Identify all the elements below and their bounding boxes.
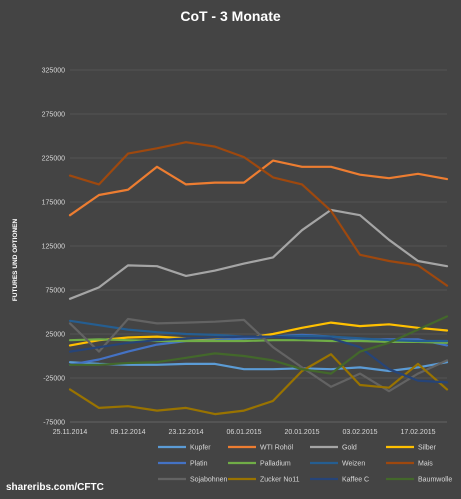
series-line-gold [68, 208, 449, 300]
series-line-kaffee-c [68, 335, 449, 384]
y-tick-label: 25000 [46, 332, 66, 339]
legend-label: Palladium [260, 461, 291, 468]
y-tick-label: -25000 [43, 376, 65, 383]
x-tick-label: 03.02.2015 [342, 429, 377, 436]
x-tick-label: 25.11.2014 [53, 429, 88, 436]
legend-label: Kaffee C [342, 477, 369, 484]
legend-label: Zucker No11 [260, 477, 300, 484]
series-line-palladium [68, 338, 449, 344]
legend-label: Sojabohnen [190, 477, 227, 484]
legend-label: Kupfer [190, 445, 211, 452]
legend-label: Silber [418, 445, 437, 452]
chart-title: CoT - 3 Monate [180, 8, 281, 24]
x-tick-label: 06.01.2015 [226, 429, 261, 436]
source-label: shareribs.com/CFTC [6, 482, 104, 493]
y-tick-label: 125000 [42, 244, 65, 251]
y-tick-label: 225000 [42, 156, 65, 163]
y-tick-label: 325000 [42, 68, 65, 75]
y-tick-label: 275000 [42, 112, 65, 119]
x-tick-label: 17.02.2015 [400, 429, 435, 436]
series-line-baumwolle [68, 315, 449, 375]
series-line-kupfer [68, 361, 449, 373]
axis-labels: FUTURES UND OPTIONEN -75000 -25000 25000 75… [12, 68, 436, 437]
legend-label: Baumwolle [418, 477, 452, 484]
x-tick-label: 20.01.2015 [284, 429, 319, 436]
legend-label: Weizen [342, 461, 365, 468]
y-tick-label: 75000 [46, 288, 66, 295]
legend-label: WTI Rohöl [260, 445, 294, 452]
y-axis-label: FUTURES UND OPTIONEN [12, 219, 19, 302]
series-line-wti-roh-l [68, 159, 449, 217]
series-line-zucker-no11 [68, 353, 449, 416]
series-line-mais [68, 141, 449, 287]
y-tick-label: -75000 [43, 420, 65, 427]
y-tick-label: 175000 [42, 200, 65, 207]
legend: Kupfer WTI Rohöl Gold Silber Platin Palladium… [158, 445, 452, 484]
grid-lines [70, 69, 447, 423]
x-tick-label: 09.12.2014 [110, 429, 145, 436]
legend-label: Mais [418, 461, 433, 468]
x-tick-label: 23.12.2014 [168, 429, 203, 436]
legend-label: Platin [190, 461, 208, 468]
series-lines [68, 141, 449, 416]
legend-label: Gold [342, 445, 357, 452]
